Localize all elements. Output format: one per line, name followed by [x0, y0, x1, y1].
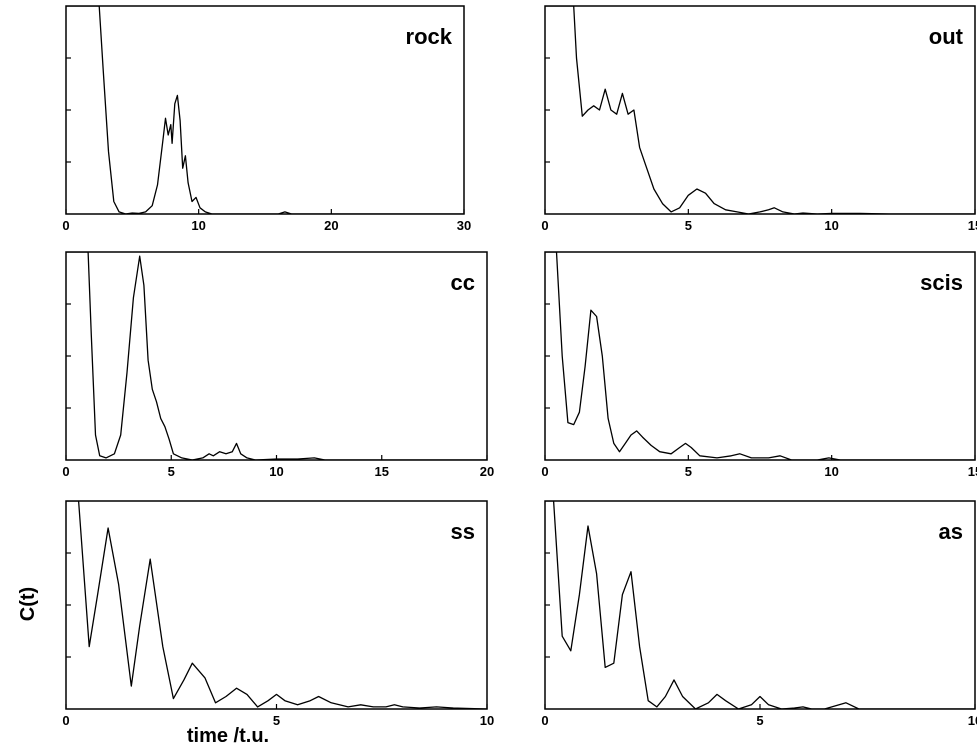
- x-tick-label: 5: [273, 713, 280, 728]
- panel-title: out: [929, 24, 964, 49]
- x-tick-label: 15: [968, 464, 977, 479]
- x-tick-label: 10: [191, 218, 205, 233]
- x-tick-label: 5: [685, 218, 692, 233]
- x-tick-label: 10: [968, 713, 977, 728]
- panel-out: 0 5 10 15 out: [541, 5, 977, 233]
- series-line-out: [545, 6, 975, 214]
- x-tick-label: 15: [375, 464, 389, 479]
- x-axis-label: time /t.u.: [187, 725, 269, 746]
- panel-title: rock: [406, 24, 453, 49]
- x-tick-label: 0: [541, 713, 548, 728]
- series-line-cc: [66, 252, 487, 460]
- x-tick-label: 5: [168, 464, 175, 479]
- panels: 0 10 20 30 rock 0 5 10 15 out 0 5 10 15 20 cc 0 5 10 15 scis…: [62, 5, 977, 728]
- x-tick-label: 30: [457, 218, 471, 233]
- plot-frame: [65, 5, 465, 215]
- x-tick-label: 5: [685, 464, 692, 479]
- plot-frame: [65, 251, 488, 461]
- plot-frame: [65, 500, 488, 710]
- x-tick-label: 0: [62, 713, 69, 728]
- x-tick-label: 10: [824, 218, 838, 233]
- panel-title: as: [939, 519, 963, 544]
- panel-ss: 0 5 10 ss: [62, 500, 494, 728]
- series-line-scis: [545, 252, 975, 460]
- x-tick-label: 5: [756, 713, 763, 728]
- panel-as: 0 5 10 as: [541, 500, 977, 728]
- x-tick-label: 10: [824, 464, 838, 479]
- x-tick-label: 0: [541, 464, 548, 479]
- x-tick-label: 20: [324, 218, 338, 233]
- panel-scis: 0 5 10 15 scis: [541, 251, 977, 479]
- x-tick-label: 10: [269, 464, 283, 479]
- x-tick-label: 0: [541, 218, 548, 233]
- plot-frame: [544, 5, 976, 215]
- y-axis-label: C(t): [17, 587, 39, 621]
- panel-title: scis: [920, 270, 963, 295]
- panel-title: cc: [451, 270, 475, 295]
- panel-rock: 0 10 20 30 rock: [62, 5, 471, 233]
- x-tick-label: 10: [480, 713, 494, 728]
- panel-cc: 0 5 10 15 20 cc: [62, 251, 494, 479]
- panel-title: ss: [451, 519, 475, 544]
- plot-frame: [544, 251, 976, 461]
- x-tick-label: 0: [62, 464, 69, 479]
- x-tick-label: 15: [968, 218, 977, 233]
- series-line-as: [545, 501, 975, 709]
- plot-frame: [544, 500, 976, 710]
- x-tick-label: 20: [480, 464, 494, 479]
- series-line-ss: [66, 501, 487, 709]
- series-line-rock: [66, 6, 464, 214]
- x-tick-label: 0: [62, 218, 69, 233]
